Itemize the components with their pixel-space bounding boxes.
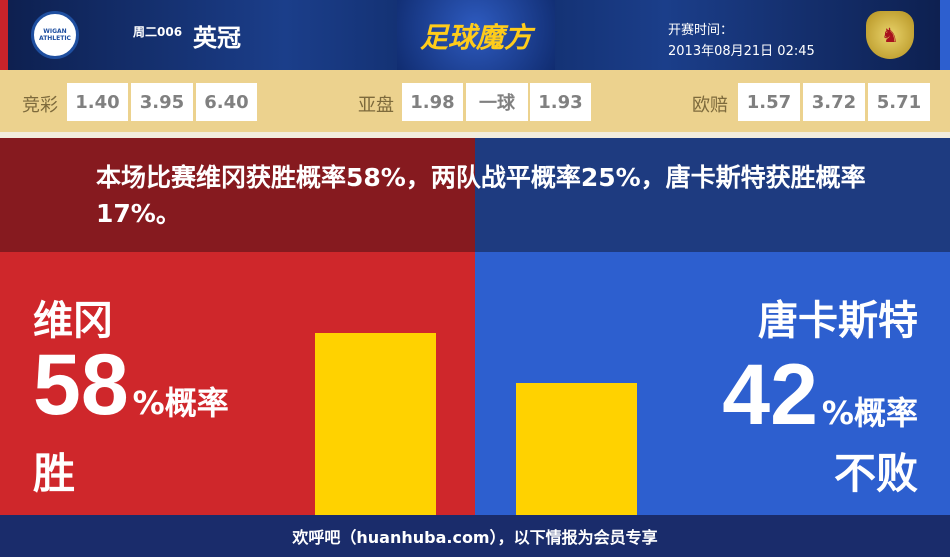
home-logo-text: WIGAN ATHLETIC (39, 28, 71, 42)
euro-odd: 1.57 (738, 83, 800, 121)
match-number: 周二006 (133, 25, 183, 39)
home-percent: 58 (33, 337, 129, 433)
away-percent: 42 (722, 347, 818, 443)
home-outcome: 胜 (33, 449, 76, 498)
away-team-name: 唐卡斯特 (758, 298, 918, 344)
brand-box (397, 0, 555, 70)
home-color-strip (0, 0, 8, 70)
away-percent-unit: %概率 (821, 394, 918, 432)
home-team-logo: WIGAN ATHLETIC (31, 11, 79, 59)
divider (0, 132, 950, 138)
home-percent-row: 58 %概率 (33, 335, 229, 435)
away-color-strip (940, 0, 950, 70)
league-name: 英冠 (193, 24, 241, 52)
summary-bg-home (0, 138, 475, 252)
home-probability-bar (315, 333, 436, 515)
asian-odd: 1.98 (402, 83, 463, 121)
home-team-name: 维冈 (33, 298, 113, 344)
away-probability-bar (516, 383, 637, 515)
jingcai-odd: 1.40 (67, 83, 128, 121)
home-percent-unit: %概率 (132, 384, 229, 422)
kickoff-label: 开赛时间： (668, 23, 734, 38)
jingcai-label: 竞彩 (22, 95, 58, 116)
away-percent-row: 42 %概率 (722, 345, 918, 445)
jingcai-odd: 3.95 (131, 83, 193, 121)
euro-odd: 5.71 (868, 83, 930, 121)
summary-bg-away (475, 138, 950, 252)
asian-odd: 1.93 (530, 83, 591, 121)
euro-odd: 3.72 (803, 83, 865, 121)
kickoff-time: 2013年08月21日 02:45 (668, 44, 815, 59)
brand-logo: 足球魔方 (419, 21, 532, 54)
footer-notice: 欢呼吧（huanhuba.com），以下情报为会员专享 (0, 515, 950, 557)
away-outcome: 不败 (833, 449, 918, 498)
euro-label: 欧赔 (692, 95, 728, 116)
prediction-summary: 本场比赛维冈获胜概率58%，两队战平概率25%，唐卡斯特获胜概率17%。 (96, 163, 866, 228)
asian-handicap: 一球 (466, 83, 528, 121)
jingcai-odd: 6.40 (196, 83, 257, 121)
away-team-logo-icon: ♞ (866, 11, 914, 59)
asian-label: 亚盘 (358, 95, 394, 116)
